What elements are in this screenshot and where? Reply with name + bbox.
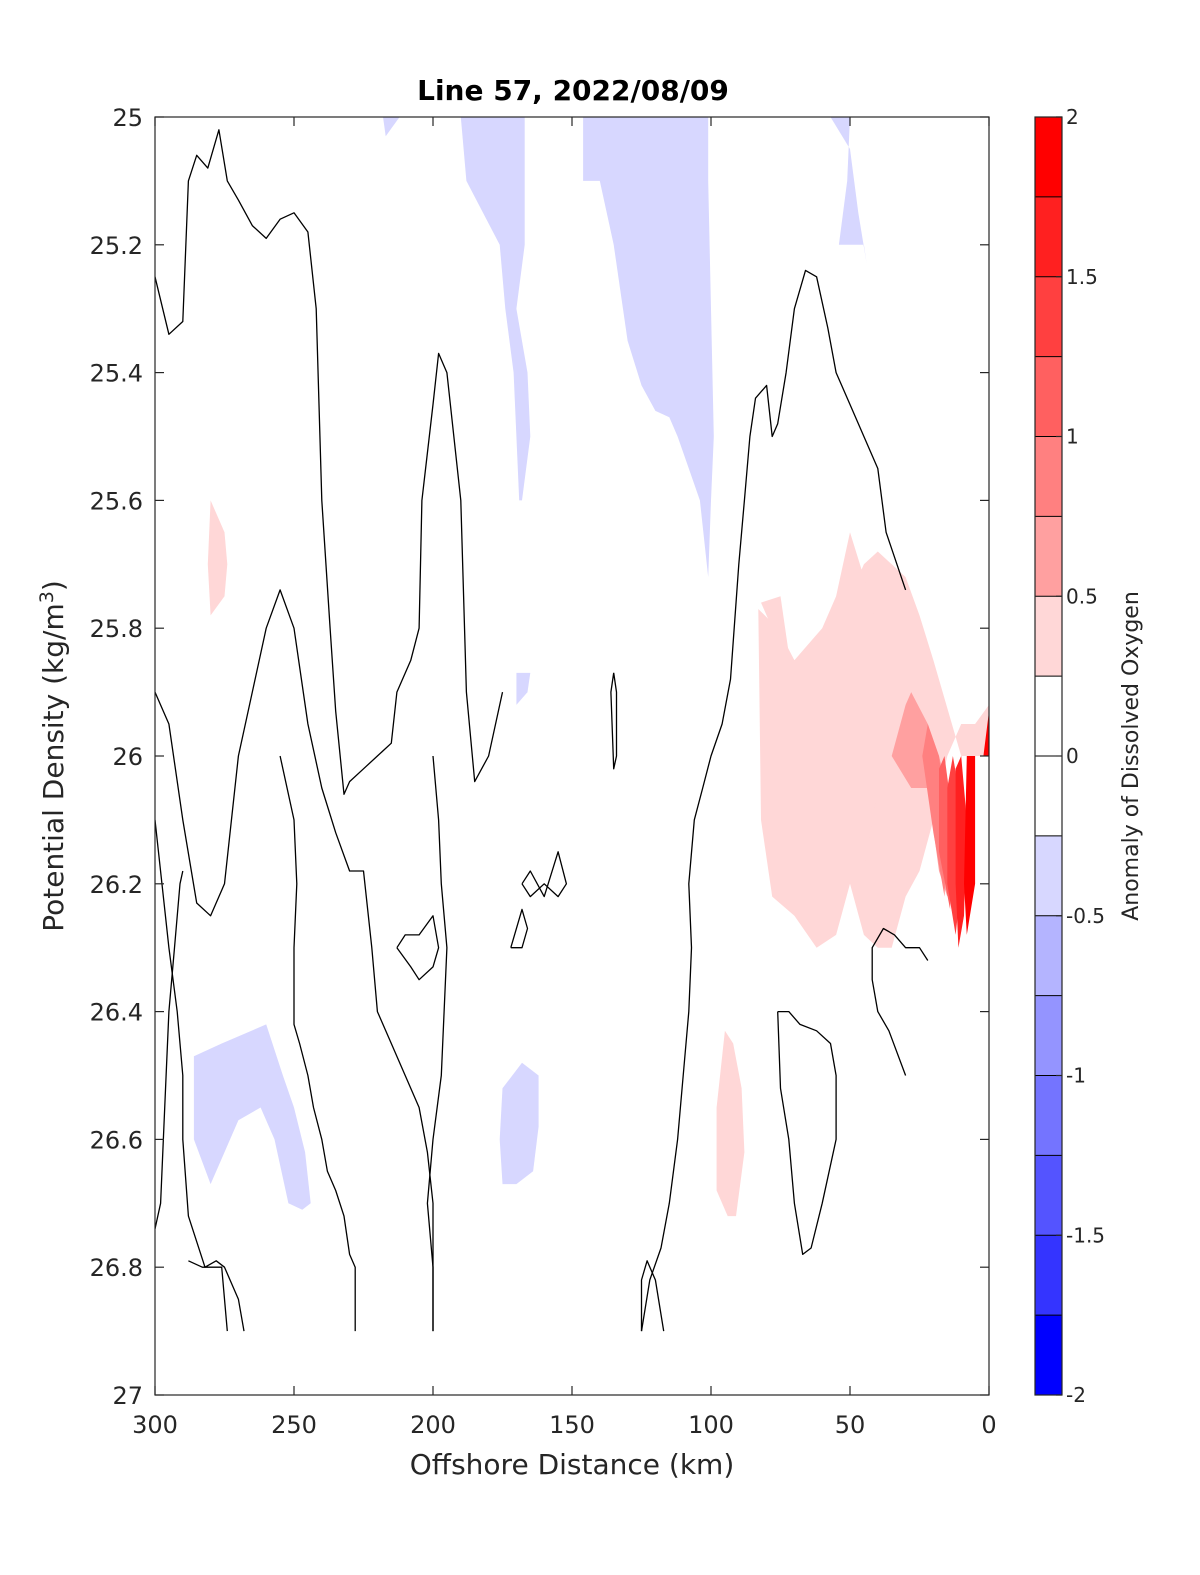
- y-tick-label: 26: [112, 743, 143, 771]
- contour-o-line: [871, 927, 929, 1076]
- colorbar-tick-label: -2: [1066, 1383, 1086, 1407]
- y-axis-label-close: ): [37, 580, 70, 591]
- plot-area: 300 250 200 150 100 50 0 2525.225.425.625.8262…: [90, 104, 997, 1439]
- y-tick-label: 25.2: [90, 232, 143, 260]
- colorbar-band: [1035, 276, 1062, 357]
- contour-g-line: [426, 755, 448, 1332]
- filled-region-blue-patch-c: [583, 117, 714, 578]
- y-tick-label: 25.4: [90, 360, 143, 388]
- filled-region-pink-patch-h: [964, 711, 989, 935]
- filled-region-blue-patch-f: [193, 1024, 311, 1210]
- contour-n-line: [777, 1010, 837, 1256]
- y-tick-label: 26.6: [90, 1126, 143, 1154]
- colorbar-tick-label: 0.5: [1066, 584, 1098, 608]
- y-axis-ticks: 25 25.2 25.4 25.6 25.8 26 26.2 26.4 26.6 26.8 27: [90, 104, 989, 1410]
- colorbar-band: [1035, 915, 1062, 996]
- filled-region-pink-patch-c: [891, 692, 951, 897]
- x-tick-label: 100: [688, 1411, 734, 1439]
- colorbar-band: [1035, 117, 1062, 197]
- y-tick-label: 26.4: [90, 999, 143, 1027]
- y-tick-label: 25: [112, 104, 143, 132]
- colorbar-tick-label: 1: [1066, 425, 1079, 449]
- contour-lines: [155, 129, 929, 1332]
- contour-f-line: [188, 1260, 228, 1332]
- colorbar-band: [1035, 1075, 1062, 1156]
- filled-region-blue-patch-g: [499, 1062, 539, 1185]
- filled-region-blue-patch-d: [830, 117, 867, 264]
- filled-region-pink-patch-b2: [758, 532, 884, 948]
- y-axis-label-superscript: 3: [36, 591, 58, 603]
- colorbar-band: [1035, 356, 1062, 437]
- colorbar-band: [1035, 676, 1062, 756]
- x-tick-label: 250: [271, 1411, 317, 1439]
- y-tick-label: 26.2: [90, 871, 143, 899]
- colorbar-tick-label: 0: [1066, 744, 1079, 768]
- x-tick-label: 150: [549, 1411, 595, 1439]
- colorbar: 2 1.5 1 0.5 0 -0.5 -1 -1.5 -2: [1034, 105, 1105, 1407]
- y-tick-label: 25.6: [90, 487, 143, 515]
- colorbar-title: Anomaly of Dissolved Oxygen: [1119, 591, 1144, 921]
- filled-contours: [193, 117, 989, 1217]
- contour-c-line: [155, 819, 245, 1332]
- y-axis-label-main: Potential Density (kg/m: [37, 603, 70, 932]
- contour-k-line: [610, 672, 618, 770]
- y-axis-label: Potential Density (kg/m3): [36, 580, 70, 932]
- colorbar-ticks: 2 1.5 1 0.5 0 -0.5 -1 -1.5 -2: [1056, 105, 1105, 1407]
- filled-region-pink-patch-a: [207, 500, 228, 616]
- colorbar-band: [1035, 596, 1062, 677]
- colorbar-tick-label: -0.5: [1066, 904, 1105, 928]
- x-axis-ticks: 300 250 200 150 100 50 0: [132, 117, 997, 1439]
- filled-region-pink-patch-g: [955, 756, 967, 948]
- y-tick-label: 26.8: [90, 1254, 143, 1282]
- colorbar-tick-label: -1: [1066, 1064, 1086, 1088]
- colorbar-band: [1035, 995, 1062, 1076]
- colorbar-tick-label: 1.5: [1066, 265, 1098, 289]
- colorbar-band: [1035, 196, 1062, 277]
- colorbar-band: [1035, 756, 1062, 836]
- contour-l-line: [640, 1260, 665, 1332]
- contour-d-line: [155, 870, 184, 1230]
- filled-region-blue-patch-b: [460, 117, 531, 501]
- filled-region-pink-patch-i: [716, 1030, 745, 1217]
- filled-region-blue-patch-a: [383, 117, 400, 137]
- y-tick-label: 27: [112, 1382, 143, 1410]
- colorbar-band: [1035, 516, 1062, 597]
- x-tick-label: 200: [410, 1411, 456, 1439]
- y-tick-label: 25.8: [90, 615, 143, 643]
- colorbar-band: [1035, 1155, 1062, 1236]
- contour-i-line: [510, 908, 529, 949]
- contour-m-line: [640, 269, 907, 1332]
- x-tick-label: 50: [835, 1411, 866, 1439]
- colorbar-band: [1035, 835, 1062, 916]
- colorbar-tick-label: 2: [1066, 105, 1079, 129]
- colorbar-tick-label: -1.5: [1066, 1223, 1105, 1247]
- colorbar-band: [1035, 1315, 1062, 1395]
- colorbar-band: [1035, 436, 1062, 517]
- filled-region-blue-patch-e: [516, 672, 531, 705]
- chart-title: Line 57, 2022/08/09: [417, 74, 729, 107]
- x-axis-label: Offshore Distance (km): [410, 1448, 735, 1481]
- contour-e-line: [279, 755, 356, 1332]
- colorbar-band: [1035, 1235, 1062, 1316]
- x-tick-label: 300: [132, 1411, 178, 1439]
- colorbar-bands: [1035, 116, 1062, 1395]
- contour-a-line: [155, 129, 504, 795]
- contour-b-line: [155, 589, 434, 1332]
- contour-h-line: [396, 915, 440, 981]
- x-tick-label: 0: [981, 1411, 996, 1439]
- contour-j-line: [521, 851, 568, 898]
